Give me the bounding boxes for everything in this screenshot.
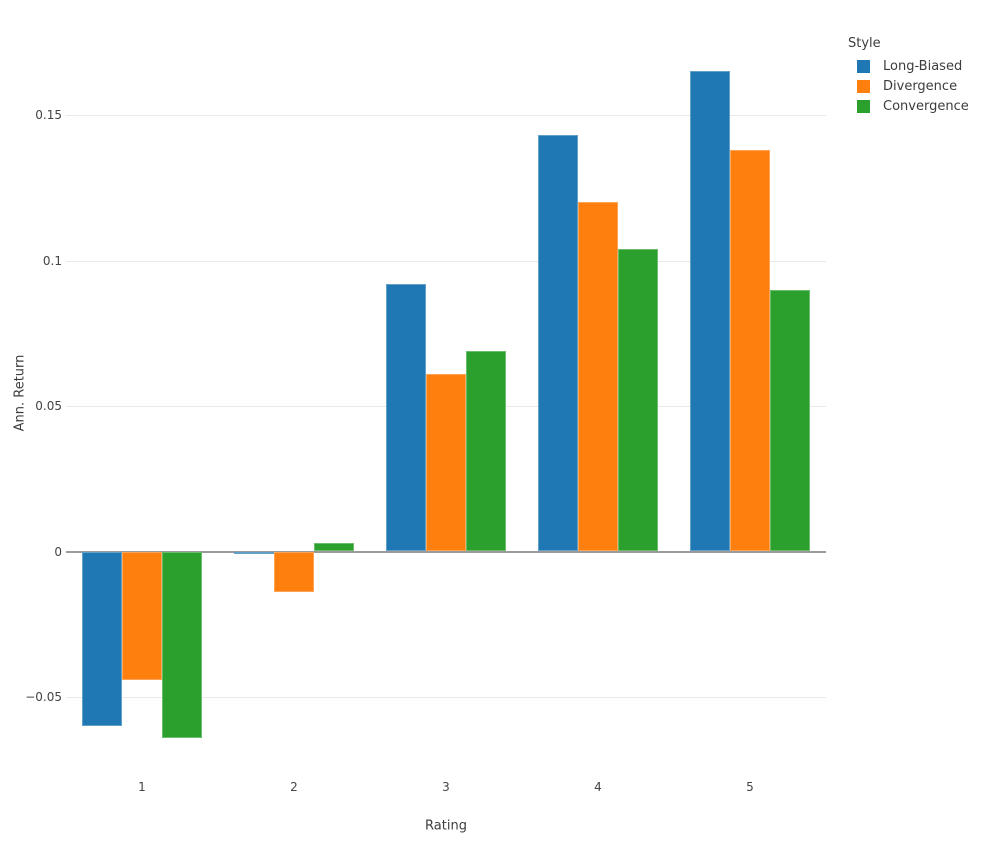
y-tick-label: 0.15 — [35, 108, 62, 122]
bar-divergence-rating-2 — [274, 551, 314, 593]
gridline — [66, 697, 826, 698]
bar-long-biased-rating-3 — [386, 283, 426, 552]
bar-divergence-rating-4 — [578, 202, 618, 552]
legend-item-divergence[interactable]: Divergence — [848, 76, 969, 96]
legend-swatch-icon — [857, 99, 870, 113]
y-tick-label: 0.05 — [35, 399, 62, 413]
gridline — [66, 261, 826, 262]
legend-item-long-biased[interactable]: Long-Biased — [848, 56, 969, 76]
bar-divergence-rating-3 — [426, 373, 466, 552]
x-axis-title: Rating — [425, 818, 467, 834]
y-tick-label: 0 — [54, 544, 62, 559]
y-tick-label: −0.05 — [25, 690, 62, 704]
bar-convergence-rating-5 — [770, 289, 810, 552]
bar-long-biased-rating-1 — [82, 551, 122, 727]
legend-label: Long-Biased — [883, 58, 963, 74]
x-tick-label: 3 — [442, 780, 450, 794]
gridline — [66, 115, 826, 116]
x-tick-label: 4 — [594, 780, 602, 794]
bar-convergence-rating-2 — [314, 542, 354, 552]
legend-label: Convergence — [883, 98, 969, 114]
bar-convergence-rating-1 — [162, 551, 202, 738]
bar-divergence-rating-1 — [122, 551, 162, 680]
y-tick-label: 0.1 — [42, 253, 62, 268]
bar-divergence-rating-5 — [730, 149, 770, 552]
bar-convergence-rating-3 — [466, 350, 506, 552]
legend-swatch-icon — [857, 59, 870, 73]
bar-long-biased-rating-4 — [538, 135, 578, 552]
legend-title: Style — [848, 36, 881, 51]
legend-label: Divergence — [883, 78, 958, 94]
bar-convergence-rating-4 — [618, 248, 658, 552]
legend-swatch-icon — [857, 79, 870, 93]
x-tick-label: 5 — [746, 780, 754, 794]
legend-item-convergence[interactable]: Convergence — [848, 96, 969, 116]
x-tick-label: 2 — [290, 780, 298, 794]
y-axis-title: Ann. Return — [12, 354, 28, 432]
x-tick-label: 1 — [138, 780, 146, 794]
zero-line — [66, 550, 826, 553]
legend: Style Long-Biased Divergence Convergence — [848, 36, 969, 116]
bar-long-biased-rating-5 — [690, 71, 730, 552]
bar-long-biased-rating-2 — [234, 551, 274, 555]
